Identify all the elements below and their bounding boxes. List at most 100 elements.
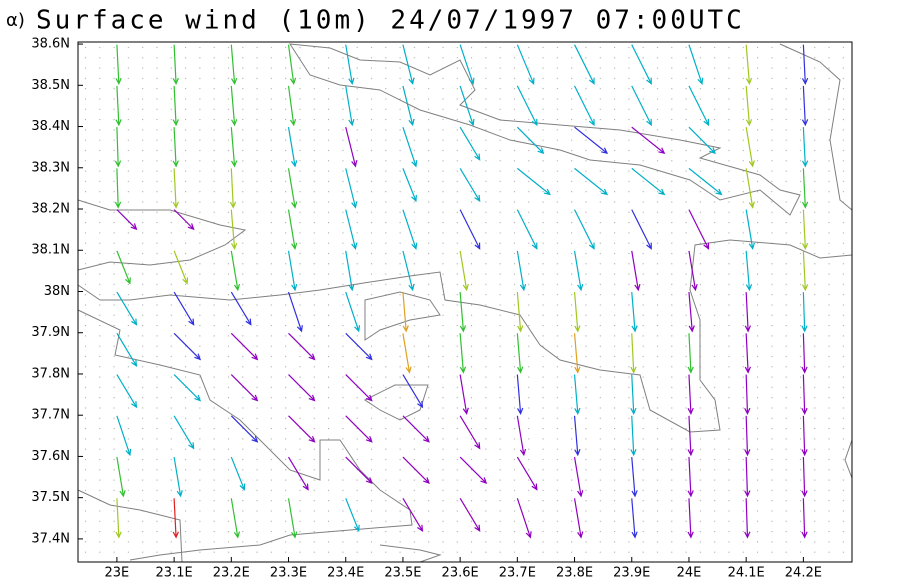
- wind-arrow: [630, 374, 637, 415]
- wind-arrow: [345, 44, 355, 86]
- wind-arrow: [116, 291, 138, 326]
- x-tick-label: 23.5E: [384, 566, 421, 581]
- wind-arrow: [459, 497, 481, 532]
- wind-arrow: [402, 292, 409, 333]
- grid-dots: [78, 42, 852, 562]
- wind-arrow: [230, 209, 238, 251]
- wind-arrow: [687, 415, 694, 457]
- chart-title: Surface wind (10m) 24/07/1997 07:00UTC: [36, 6, 745, 36]
- wind-arrow: [345, 291, 361, 333]
- wind-arrow: [801, 333, 808, 374]
- wind-arrow: [345, 209, 358, 250]
- wind-arrow: [516, 374, 524, 415]
- wind-arrow: [287, 127, 298, 168]
- wind-arrow: [801, 250, 809, 292]
- wind-arrow: [459, 85, 475, 127]
- wind-arrow: [229, 168, 237, 209]
- wind-arrow: [402, 374, 424, 409]
- wind-arrow: [516, 415, 527, 457]
- wind-arrow: [114, 168, 122, 209]
- wind-arrow: [173, 291, 195, 326]
- wind-arrow: [516, 456, 538, 491]
- wind-arrow: [688, 167, 723, 196]
- wind-arrow: [574, 44, 595, 85]
- wind-arrow: [230, 44, 238, 86]
- wind-arrow: [745, 250, 753, 292]
- wind-arrow: [573, 292, 581, 333]
- wind-arrow: [116, 456, 126, 498]
- panel-label: α): [6, 10, 25, 31]
- y-tick-label: 38.6N: [31, 37, 70, 52]
- wind-arrow: [745, 168, 755, 209]
- wind-arrow: [402, 168, 417, 203]
- x-tick-label: 23.7E: [499, 566, 536, 581]
- wind-arrow: [745, 127, 755, 168]
- wind-arrow: [687, 374, 694, 415]
- wind-arrow: [744, 498, 751, 539]
- wind-arrow: [345, 374, 373, 402]
- wind-arrow: [631, 457, 638, 498]
- wind-arrow: [402, 333, 412, 374]
- x-tick-label: 23.2E: [213, 566, 250, 581]
- wind-arrow: [402, 126, 418, 168]
- wind-arrow: [688, 250, 698, 292]
- y-tick-label: 37.4N: [31, 531, 70, 546]
- wind-arrow: [574, 167, 609, 196]
- wind-arrow: [516, 209, 538, 250]
- wind-arrow: [688, 44, 704, 85]
- wind-arrow: [630, 333, 637, 374]
- wind-arrow: [116, 374, 138, 409]
- x-tick-label: 24.1E: [728, 566, 765, 581]
- wind-arrow: [801, 374, 808, 415]
- y-tick-label: 38.4N: [31, 119, 70, 134]
- wind-arrow: [402, 44, 415, 86]
- wind-arrow: [402, 497, 424, 532]
- wind-arrow: [516, 44, 535, 85]
- wind-arrow: [459, 209, 481, 250]
- wind-arrow: [402, 415, 430, 443]
- x-tick-label: 23.1E: [156, 566, 193, 581]
- wind-arrow: [287, 209, 298, 250]
- wind-arrow: [230, 250, 241, 292]
- wind-arrow: [801, 292, 808, 333]
- wind-arrow: [516, 85, 538, 127]
- wind-arrow: [173, 250, 189, 285]
- wind-arrow: [573, 456, 584, 498]
- wind-arrow: [631, 167, 666, 196]
- wind-arrow: [116, 209, 138, 231]
- wind-arrow: [744, 374, 751, 415]
- y-tick-label: 37.7N: [31, 408, 70, 423]
- wind-arrow: [516, 167, 551, 196]
- wind-arrow: [801, 127, 809, 168]
- wind-arrow: [345, 498, 360, 533]
- wind-arrow: [516, 250, 527, 292]
- wind-arrow: [574, 126, 609, 155]
- wind-arrow: [801, 457, 808, 498]
- wind-arrow: [687, 457, 694, 498]
- wind-arrow: [172, 44, 179, 86]
- wind-arrow: [459, 415, 481, 450]
- wind-arrow: [230, 498, 241, 539]
- x-tick-label: 23.3E: [270, 566, 307, 581]
- wind-arrow: [574, 209, 595, 250]
- wind-arrow: [573, 333, 581, 374]
- wind-arrow: [345, 168, 358, 209]
- wind-arrow: [287, 250, 298, 292]
- wind-arrow: [631, 209, 652, 250]
- wind-arrow: [631, 85, 652, 127]
- wind-arrow: [230, 374, 259, 402]
- y-tick-label: 38.5N: [31, 78, 70, 93]
- wind-arrow: [402, 456, 430, 485]
- wind-arrow: [459, 374, 469, 415]
- wind-arrow: [801, 168, 809, 209]
- wind-arrow: [574, 85, 595, 127]
- wind-arrow: [345, 456, 373, 485]
- wind-arrow: [345, 127, 358, 168]
- y-tick-label: 38.2N: [31, 202, 70, 217]
- wind-arrow: [459, 126, 481, 161]
- wind-arrow: [573, 498, 584, 539]
- wind-arrow: [288, 456, 309, 491]
- wind-arrow: [288, 374, 316, 402]
- wind-arrow: [287, 498, 298, 539]
- wind-arrow: [172, 85, 179, 127]
